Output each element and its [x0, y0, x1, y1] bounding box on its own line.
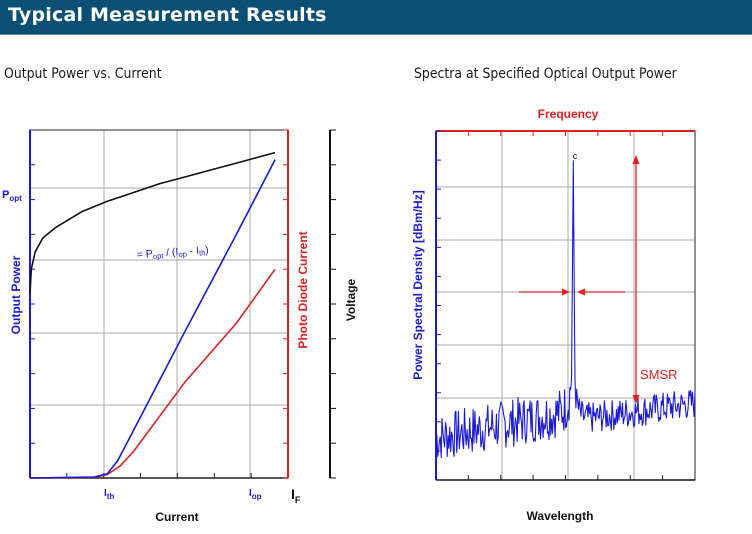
chart-1-ticks — [30, 129, 336, 479]
chart-1-series — [29, 151, 276, 479]
slope-annotation: = Popt / (Iop - Ith) — [136, 244, 209, 262]
chart-2-ylabel: Power Spectral Density [dBm/Hz] — [411, 190, 425, 379]
chart-1-grid — [30, 130, 288, 478]
chart-2-series — [435, 160, 696, 459]
smsr-arrowhead-bottom — [632, 395, 640, 404]
smsr-arrow — [632, 155, 640, 404]
x-tick-iop: Iop — [249, 488, 262, 501]
x-tick-ith: Ith — [104, 488, 114, 501]
chart-2-xlabel: Wavelength — [527, 509, 594, 523]
y-tick-popt: Popt — [2, 189, 22, 203]
chart-1-ylabel-voltage: Voltage — [344, 278, 358, 321]
header-banner: Typical Measurement Results — [0, 0, 752, 35]
right-arrowhead — [577, 288, 585, 296]
spectrum-trace — [435, 160, 696, 459]
x-axis-if: IF — [291, 486, 301, 505]
chart-1-ylabel-left: Output Power — [9, 255, 23, 334]
series-output-power-line — [29, 159, 276, 479]
chart-1-ylabel-right: Photo Diode Current — [296, 231, 310, 348]
smsr-arrowhead-top — [632, 155, 640, 164]
chart-1-title: Output Power vs. Current — [4, 66, 162, 82]
chart-2-title: Spectra at Specified Optical Output Powe… — [414, 66, 677, 82]
chart-2-ticks — [436, 130, 664, 481]
chart-2-top-label: Frequency — [538, 107, 599, 121]
smsr-label: SMSR — [640, 367, 678, 382]
peak-label: c — [573, 151, 578, 161]
linewidth-arrows — [519, 288, 625, 296]
left-arrowhead — [562, 288, 570, 296]
page-title: Typical Measurement Results — [8, 4, 327, 26]
chart-1-xlabel: Current — [155, 510, 198, 524]
series-voltage-line — [29, 151, 276, 294]
